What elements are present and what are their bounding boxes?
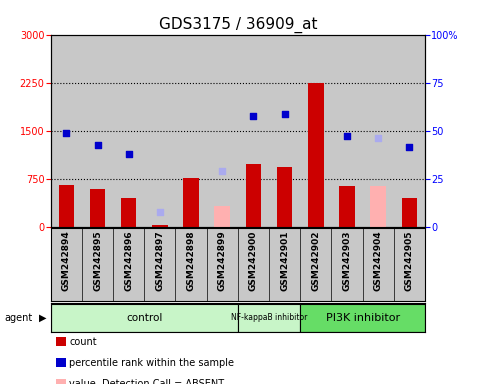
Text: PI3K inhibitor: PI3K inhibitor [326,313,400,323]
Bar [152,225,168,227]
Bar [51,304,238,331]
Text: agent: agent [5,313,33,323]
Bar [82,35,113,227]
Text: GSM242900: GSM242900 [249,231,258,291]
Text: GSM242895: GSM242895 [93,231,102,291]
Bar [277,167,293,227]
Text: percentile rank within the sample: percentile rank within the sample [69,358,234,368]
Bar [339,185,355,227]
Point [94,142,101,148]
Bar [51,35,82,227]
Text: NF-kappaB inhibitor: NF-kappaB inhibitor [231,313,307,322]
Bar [121,198,137,227]
Text: GSM242894: GSM242894 [62,231,71,291]
Bar [113,35,144,227]
Title: GDS3175 / 36909_at: GDS3175 / 36909_at [158,17,317,33]
Text: control: control [126,313,162,323]
Bar [331,35,363,227]
Bar [308,83,324,227]
Bar [214,206,230,227]
Point [156,209,164,215]
Bar [238,35,269,227]
Text: GSM242905: GSM242905 [405,231,414,291]
Bar [207,35,238,227]
Text: count: count [69,337,97,347]
Text: GSM242904: GSM242904 [374,231,383,291]
Text: GSM242898: GSM242898 [186,231,196,291]
Bar [269,35,300,227]
Text: GSM242901: GSM242901 [280,231,289,291]
Bar [175,35,207,227]
Bar [370,185,386,227]
Bar [58,185,74,227]
Bar [183,178,199,227]
Bar [238,304,300,331]
Point [343,132,351,139]
Text: ▶: ▶ [39,313,46,323]
Bar [300,304,425,331]
Point [218,168,226,174]
Point [406,144,413,150]
Bar [394,35,425,227]
Text: value, Detection Call = ABSENT: value, Detection Call = ABSENT [69,379,224,384]
Point [374,134,382,141]
Bar [246,164,261,227]
Text: GSM242897: GSM242897 [156,231,164,291]
Text: GSM242902: GSM242902 [312,231,320,291]
Bar [300,35,331,227]
Text: GSM242903: GSM242903 [342,231,352,291]
Bar [402,199,417,227]
Text: GSM242896: GSM242896 [124,231,133,291]
Bar [90,189,105,227]
Text: GSM242899: GSM242899 [218,231,227,291]
Bar [144,35,175,227]
Point [62,130,70,136]
Point [281,111,288,117]
Bar [363,35,394,227]
Point [125,151,132,157]
Point [250,113,257,119]
